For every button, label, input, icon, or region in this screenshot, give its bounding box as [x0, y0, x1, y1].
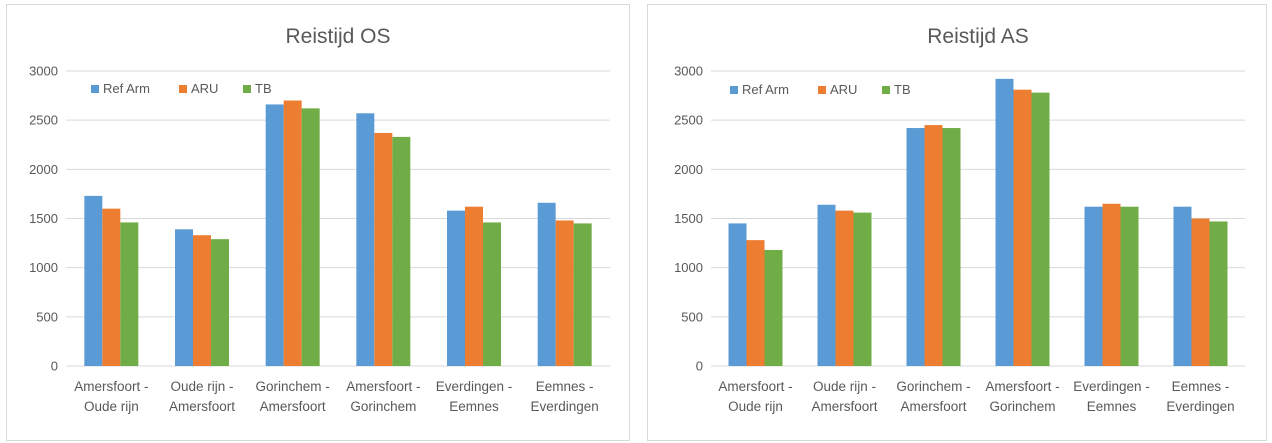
bar-tb — [120, 222, 139, 366]
x-category-label: Eemnes - — [1172, 379, 1230, 394]
x-category-label: Eemnes — [449, 399, 499, 414]
bar-tb — [942, 128, 961, 366]
x-category-label: Everdingen - — [1073, 379, 1150, 394]
chart-title: Reistijd AS — [927, 25, 1029, 48]
bar-chart-as: Reistijd AS 0 500 1000 1500 2000 2500 3000 Amers… — [674, 25, 1245, 414]
x-category-label: Gorinchem — [989, 399, 1055, 414]
y-tick-label: 1500 — [29, 211, 58, 226]
bar-ref-arm — [817, 204, 836, 366]
legend-label: TB — [894, 82, 911, 97]
bar-ref-arm — [995, 78, 1014, 366]
y-tick-label: 500 — [681, 309, 703, 324]
bar-aru — [374, 132, 393, 366]
bar-tb — [853, 212, 872, 366]
bar-ref-arm — [265, 104, 284, 366]
x-category-label: Amersfoort — [900, 399, 966, 414]
bar-tb — [1031, 92, 1050, 366]
x-category-label: Amersfoort - — [985, 379, 1059, 394]
bar-ref-arm — [906, 128, 925, 366]
x-category-label: Gorinchem - — [896, 379, 970, 394]
y-tick-label: 2500 — [29, 113, 58, 128]
x-category-label: Gorinchem - — [256, 379, 330, 394]
x-category-label: Amersfoort — [260, 399, 326, 414]
bar-chart-os: Reistijd OS 0 500 1000 1500 2000 2500 3000 Amers… — [29, 25, 610, 414]
bar-tb — [764, 249, 783, 366]
bar-tb — [392, 136, 411, 366]
x-category-label: Gorinchem — [350, 399, 416, 414]
chart-panel-os: Reistijd OS 0 500 1000 1500 2000 2500 3000 Amers… — [6, 4, 630, 441]
x-category-label: Amersfoort - — [346, 379, 420, 394]
bar-tb — [1120, 206, 1139, 366]
y-tick-label: 1000 — [29, 260, 58, 275]
legend-label: ARU — [830, 82, 857, 97]
bar-aru — [555, 220, 574, 366]
y-tick-label: 0 — [51, 359, 58, 374]
x-category-label: Oude rijn - — [170, 379, 233, 394]
legend-label: Ref Arm — [103, 81, 150, 96]
bar-aru — [102, 208, 121, 366]
y-tick-label: 0 — [696, 359, 703, 374]
bar-aru — [193, 235, 211, 366]
bar-ref-arm — [1173, 206, 1192, 366]
y-tick-label: 1500 — [674, 211, 703, 226]
legend-swatch — [179, 85, 187, 93]
y-tick-label: 500 — [36, 309, 58, 324]
y-tick-label: 2000 — [674, 162, 703, 177]
bar-ref-arm — [84, 195, 103, 366]
x-category-label: Everdingen — [531, 399, 599, 414]
bar-aru — [1102, 203, 1121, 366]
legend-swatch — [882, 86, 890, 94]
bar-aru — [465, 206, 483, 366]
bar-aru — [924, 125, 943, 366]
bar-ref-arm — [537, 202, 556, 366]
x-category-label: Amersfoort — [811, 399, 877, 414]
legend-swatch — [730, 86, 738, 94]
bar-aru — [746, 240, 765, 366]
x-category-label: Oude rijn - — [813, 379, 876, 394]
y-tick-label: 1000 — [674, 260, 703, 275]
bar-aru — [1191, 218, 1210, 366]
x-category-label: Everdingen - — [436, 379, 513, 394]
y-tick-label: 3000 — [29, 64, 58, 79]
legend-swatch — [243, 85, 251, 93]
bar-tb — [1209, 221, 1228, 366]
legend-label: TB — [255, 81, 272, 96]
legend-swatch — [818, 86, 826, 94]
bar-ref-arm — [1084, 206, 1103, 366]
x-category-label: Oude rijn — [84, 399, 139, 414]
bar-tb — [211, 239, 229, 366]
bar-ref-arm — [728, 223, 747, 366]
legend-label: Ref Arm — [742, 82, 789, 97]
y-tick-label: 2500 — [674, 113, 703, 128]
bar-tb — [573, 223, 592, 366]
x-category-label: Eemnes — [1087, 399, 1137, 414]
x-category-label: Amersfoort - — [718, 379, 792, 394]
x-category-label: Oude rijn — [728, 399, 783, 414]
bar-ref-arm — [175, 229, 193, 366]
chart-title: Reistijd OS — [285, 25, 390, 48]
y-tick-label: 2000 — [29, 162, 58, 177]
bar-ref-arm — [356, 113, 375, 367]
bar-tb — [301, 108, 320, 366]
x-category-label: Amersfoort — [169, 399, 235, 414]
bar-ref-arm — [447, 210, 465, 366]
x-category-label: Eemnes - — [536, 379, 594, 394]
chart-panel-as: Reistijd AS 0 500 1000 1500 2000 2500 3000 Amers… — [647, 4, 1267, 441]
legend-swatch — [91, 85, 99, 93]
bar-aru — [835, 210, 854, 366]
bar-tb — [483, 222, 501, 366]
y-tick-label: 3000 — [674, 64, 703, 79]
x-category-label: Amersfoort - — [74, 379, 148, 394]
x-category-label: Everdingen — [1166, 399, 1234, 414]
bar-aru — [283, 100, 302, 366]
bar-aru — [1013, 89, 1032, 366]
legend-label: ARU — [191, 81, 218, 96]
